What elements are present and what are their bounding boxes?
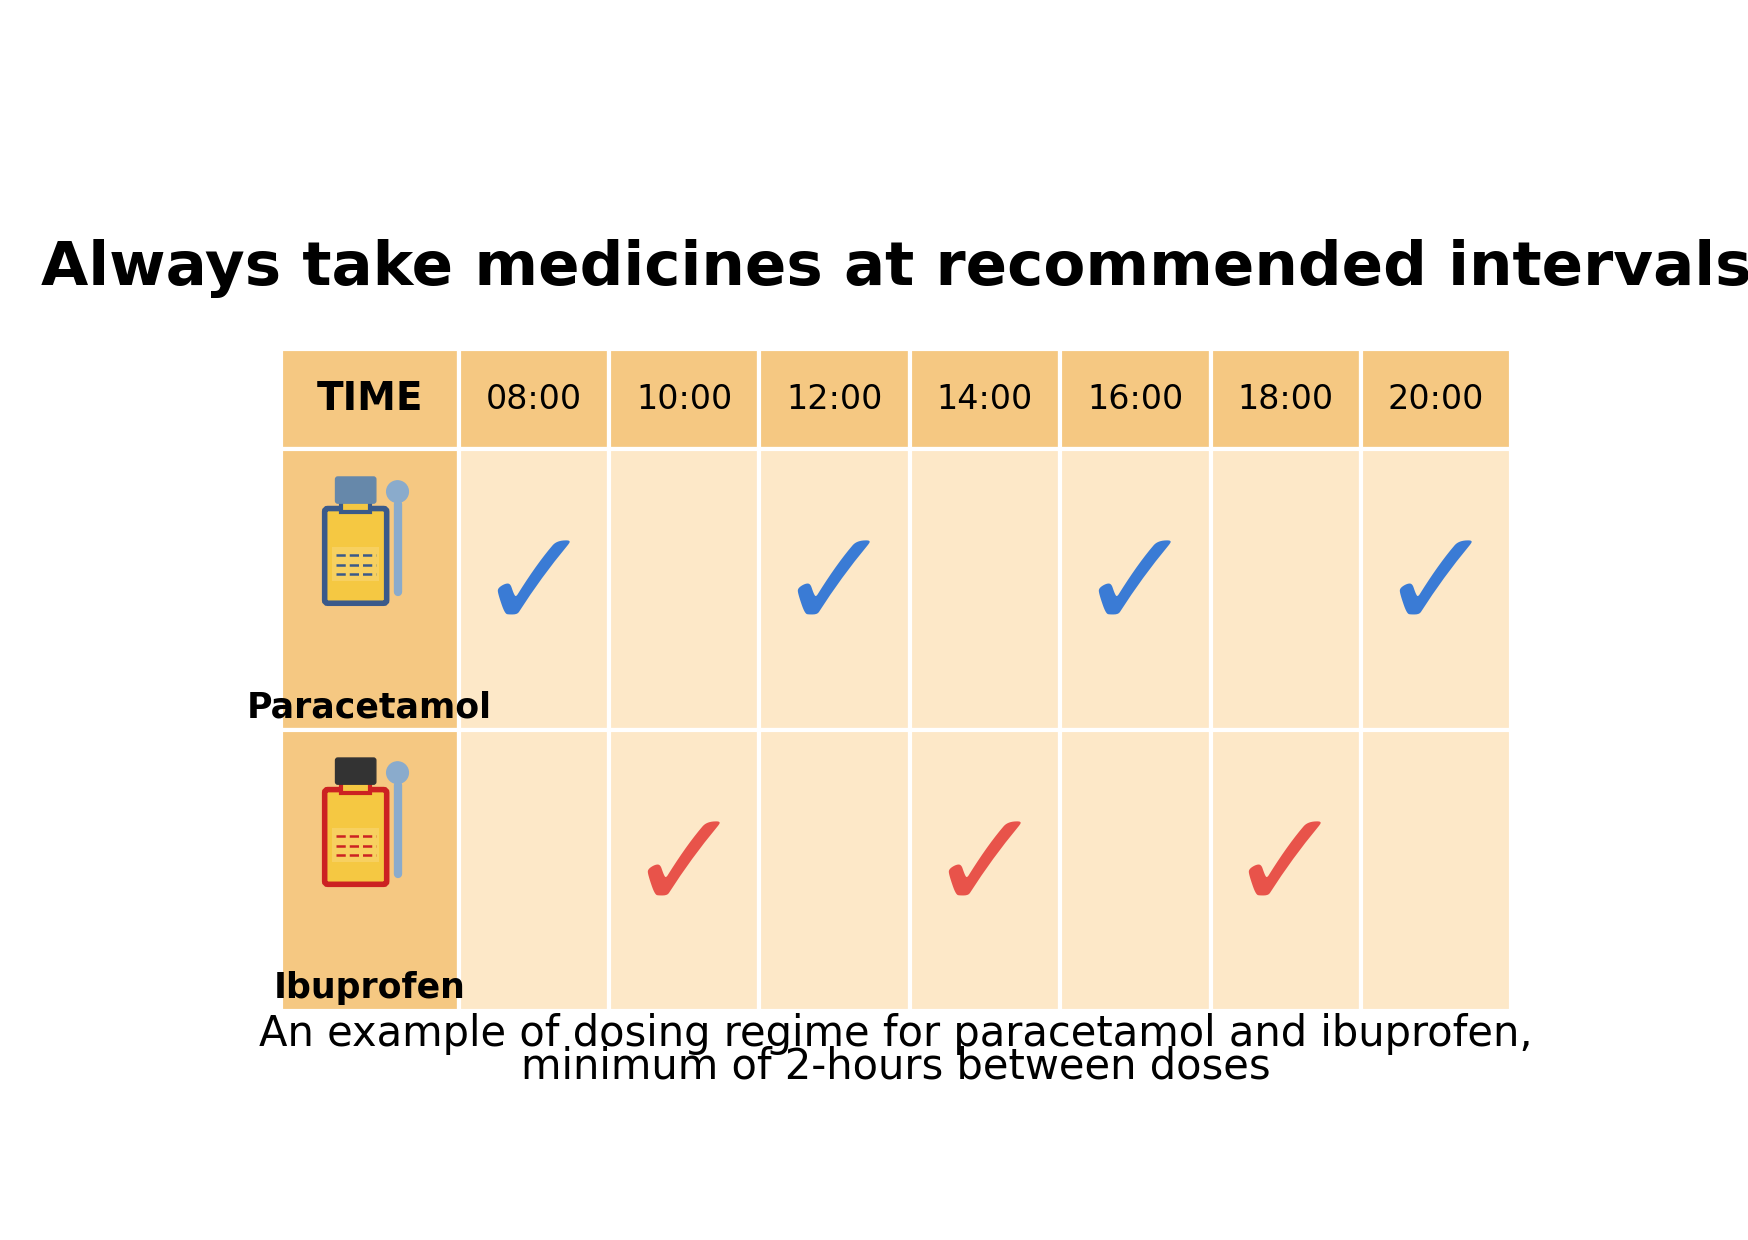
FancyBboxPatch shape <box>458 348 608 449</box>
Text: minimum of 2-hours between doses: minimum of 2-hours between doses <box>521 1045 1271 1087</box>
FancyBboxPatch shape <box>1059 449 1211 730</box>
Text: ✓: ✓ <box>626 804 743 939</box>
Text: 12:00: 12:00 <box>787 383 883 415</box>
Text: ✓: ✓ <box>776 522 893 657</box>
FancyBboxPatch shape <box>608 348 759 449</box>
Text: 16:00: 16:00 <box>1087 383 1183 415</box>
Text: ✓: ✓ <box>1077 522 1194 657</box>
FancyBboxPatch shape <box>1211 449 1362 730</box>
Text: Always take medicines at recommended intervals: Always take medicines at recommended int… <box>40 238 1748 298</box>
FancyBboxPatch shape <box>336 477 376 503</box>
Bar <box>341 782 371 792</box>
Text: ✓: ✓ <box>1377 522 1495 657</box>
Text: 18:00: 18:00 <box>1238 383 1334 415</box>
Text: Ibuprofen: Ibuprofen <box>274 971 465 1006</box>
FancyBboxPatch shape <box>909 348 1059 449</box>
FancyBboxPatch shape <box>325 790 386 884</box>
FancyBboxPatch shape <box>608 449 759 730</box>
FancyBboxPatch shape <box>458 449 608 730</box>
FancyBboxPatch shape <box>280 348 458 449</box>
FancyBboxPatch shape <box>1362 348 1512 449</box>
Text: Paracetamol: Paracetamol <box>246 691 493 724</box>
Circle shape <box>386 761 409 784</box>
FancyBboxPatch shape <box>1211 348 1362 449</box>
FancyBboxPatch shape <box>280 730 458 1011</box>
FancyBboxPatch shape <box>909 730 1059 1011</box>
Text: 10:00: 10:00 <box>636 383 732 415</box>
FancyBboxPatch shape <box>1059 348 1211 449</box>
Circle shape <box>386 481 409 502</box>
FancyBboxPatch shape <box>1211 730 1362 1011</box>
FancyBboxPatch shape <box>759 449 909 730</box>
FancyBboxPatch shape <box>280 449 458 730</box>
FancyBboxPatch shape <box>332 547 379 580</box>
FancyBboxPatch shape <box>909 449 1059 730</box>
FancyBboxPatch shape <box>1362 449 1512 730</box>
FancyBboxPatch shape <box>1059 730 1211 1011</box>
FancyBboxPatch shape <box>1362 730 1512 1011</box>
Text: 20:00: 20:00 <box>1388 383 1484 415</box>
Text: 08:00: 08:00 <box>486 383 582 415</box>
Bar <box>341 501 371 512</box>
FancyBboxPatch shape <box>332 828 379 862</box>
FancyBboxPatch shape <box>608 730 759 1011</box>
FancyBboxPatch shape <box>336 758 376 784</box>
Text: TIME: TIME <box>316 379 423 418</box>
FancyBboxPatch shape <box>759 348 909 449</box>
Text: 14:00: 14:00 <box>937 383 1033 415</box>
FancyBboxPatch shape <box>759 730 909 1011</box>
Text: ✓: ✓ <box>475 522 593 657</box>
FancyBboxPatch shape <box>458 730 608 1011</box>
Text: ✓: ✓ <box>1227 804 1344 939</box>
Text: An example of dosing regime for paracetamol and ibuprofen,: An example of dosing regime for paraceta… <box>259 1013 1533 1055</box>
Text: ✓: ✓ <box>926 804 1044 939</box>
FancyBboxPatch shape <box>325 508 386 603</box>
